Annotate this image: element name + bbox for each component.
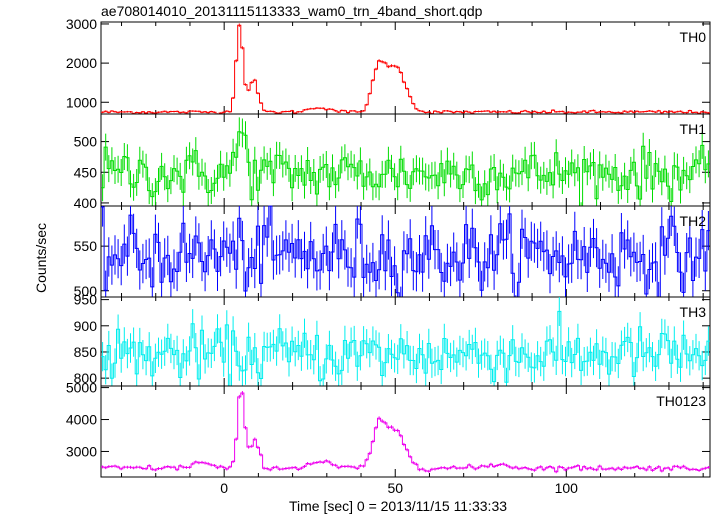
- y-tick-label: 4000: [66, 412, 97, 428]
- y-tick-label: 3000: [66, 443, 97, 459]
- y-tick-label: 550: [74, 238, 98, 254]
- chart-title: ae708014010_20131115113333_wam0_trn_4ban…: [101, 3, 483, 19]
- series-line-th3: [101, 310, 710, 387]
- y-tick-label: 3000: [66, 16, 97, 32]
- error-bars-th3: [102, 297, 709, 386]
- series-label-th2: TH2: [680, 213, 707, 229]
- error-bars-th0123: [102, 391, 709, 474]
- series-label-th0123: TH0123: [656, 393, 706, 409]
- series-label-th0: TH0: [680, 29, 707, 45]
- y-tick-label: 950: [74, 292, 98, 308]
- y-tick-label: 900: [74, 318, 98, 334]
- series-line-th0123: [101, 392, 710, 473]
- y-tick-label: 400: [74, 195, 98, 211]
- x-tick-label: 50: [387, 480, 403, 496]
- series-line-th1: [101, 131, 710, 207]
- y-tick-label: 1000: [66, 94, 97, 110]
- y-tick-label: 450: [74, 164, 98, 180]
- y-axis-label: Counts/sec: [33, 223, 49, 293]
- x-tick-label: 0: [220, 480, 228, 496]
- series-label-th1: TH1: [680, 121, 707, 137]
- series-line-th0: [101, 24, 710, 115]
- y-tick-label: 5000: [66, 380, 97, 396]
- x-tick-label: 100: [555, 480, 579, 496]
- panels-group: 100020003000TH0400450500TH1500550TH28008…: [66, 16, 711, 496]
- series-line-th2: [101, 205, 710, 298]
- y-tick-label: 500: [74, 134, 98, 150]
- y-tick-label: 800: [74, 370, 98, 386]
- y-tick-label: 850: [74, 344, 98, 360]
- error-bars-th0: [102, 23, 709, 114]
- panel-frame-th0123: [100, 385, 711, 478]
- series-label-th3: TH3: [680, 304, 707, 320]
- panel-frame-th0: [100, 21, 711, 115]
- y-tick-label: 2000: [66, 55, 97, 71]
- x-axis-label: Time [sec] 0 = 2013/11/15 11:33:33: [289, 498, 507, 514]
- y-tick-label: 500: [74, 283, 98, 299]
